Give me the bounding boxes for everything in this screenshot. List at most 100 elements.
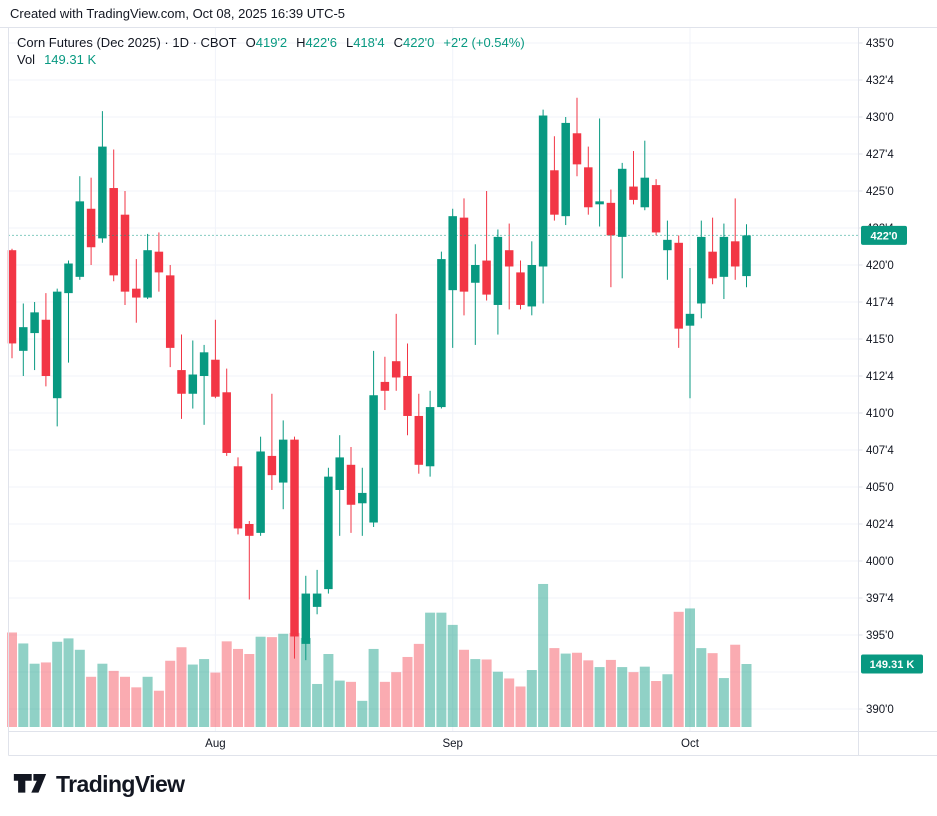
volume-bar [7,632,17,727]
candle-body [640,177,650,208]
volume-bar [481,659,492,727]
candle-body [538,115,548,267]
volume-bar [515,686,526,727]
price-axis-label[interactable]: 395'0 [866,630,894,642]
candle-body [109,188,118,276]
high-label: H [296,35,306,50]
candle-body [595,201,604,205]
candle-body [403,376,412,416]
candle-body [572,133,582,165]
chart-legend: Corn Futures (Dec 2025) · 1D · CBOT O419'… [17,34,525,68]
volume-bar [436,612,447,727]
candle-body [278,439,288,483]
price-axis-label[interactable]: 400'0 [866,556,894,568]
candle-body [177,370,186,394]
price-axis-label[interactable]: 402'4 [866,519,894,531]
volume-bar [74,649,85,727]
candle-body [730,241,740,267]
time-axis-label[interactable]: Sep [442,738,462,750]
volume-value: 149.31 K [44,52,97,67]
price-axis-label[interactable]: 430'0 [866,112,894,124]
volume-bar [707,653,718,727]
price-axis-label[interactable]: 420'0 [866,260,894,272]
volume-bar [594,667,605,727]
time-axis-label[interactable]: Aug [205,738,225,750]
price-axis-label[interactable]: 412'4 [866,371,894,383]
candle-body [651,185,661,233]
candle-body [708,251,717,279]
price-axis-label[interactable]: 425'0 [866,186,894,198]
tradingview-logo[interactable]: TradingView [13,771,185,798]
candle-body [685,313,695,326]
volume-bar [673,611,684,727]
tradingview-logo-mark [13,773,47,793]
candle-body [471,265,480,283]
price-axis-label[interactable]: 410'0 [866,408,894,420]
volume-bar [142,676,153,727]
candle-body [584,167,593,208]
candle-body [527,265,537,307]
volume-bar [63,638,74,727]
volume-bar [639,666,650,727]
volume-bar [187,664,198,727]
volume-bar [266,637,277,727]
volume-bar [696,648,707,727]
time-axis-label[interactable]: Oct [681,738,700,750]
volume-bar [617,667,628,727]
candle-body [504,250,514,267]
candle-body [324,476,333,590]
price-axis-label[interactable]: 405'0 [866,482,894,494]
candle-body [482,260,491,295]
volume-bar [459,649,469,727]
legend-row-ohlc: Corn Futures (Dec 2025) · 1D · CBOT O419'… [17,34,525,51]
price-axis-label[interactable]: 390'0 [866,704,894,716]
price-axis-label[interactable]: 397'4 [866,593,894,605]
volume-bar [538,583,549,727]
price-axis-label[interactable]: 435'0 [866,38,894,50]
candle-body [674,242,683,329]
volume-bar [40,662,51,727]
volume-bar [357,700,368,727]
volume-bar [549,648,560,727]
volume-bar [312,683,323,727]
volume-bar [651,681,662,727]
candle-body [742,235,751,277]
candle-body [188,374,198,394]
candle-body [64,263,73,294]
price-axis-label[interactable]: 417'4 [866,297,894,309]
price-axis-label[interactable]: 407'4 [866,445,894,457]
low-label: L [345,35,354,50]
candle-body [459,217,469,292]
volume-bar [334,680,345,727]
price-axis-label[interactable]: 432'4 [866,75,894,87]
candle-body [437,259,446,408]
candle-body [697,236,706,304]
candle-body [301,593,311,644]
volume-bar [504,678,515,727]
price-axis-label[interactable]: 427'4 [866,149,894,161]
candle-body [550,170,559,215]
volume-bar [492,671,503,727]
volume-bar [572,652,582,727]
volume-bar [741,664,752,727]
volume-bar [108,670,119,727]
price-axis-label[interactable]: 415'0 [866,334,894,346]
volume-bar [86,676,97,727]
volume-bar [300,637,311,727]
high-value: 422'6 [305,35,337,50]
candle-body [312,593,322,607]
candle-body [493,236,503,305]
candle-body [380,381,390,391]
candle-body [7,250,17,344]
volume-bar [52,641,63,727]
volume-bar [199,659,210,727]
candle-body [52,291,62,399]
volume-bar [718,678,729,727]
candle-body [256,451,265,533]
candle-body [132,288,141,298]
candle-body [19,327,28,351]
volume-bar [560,653,571,727]
low-value: 418'4 [353,35,385,50]
volume-bar [379,681,390,727]
